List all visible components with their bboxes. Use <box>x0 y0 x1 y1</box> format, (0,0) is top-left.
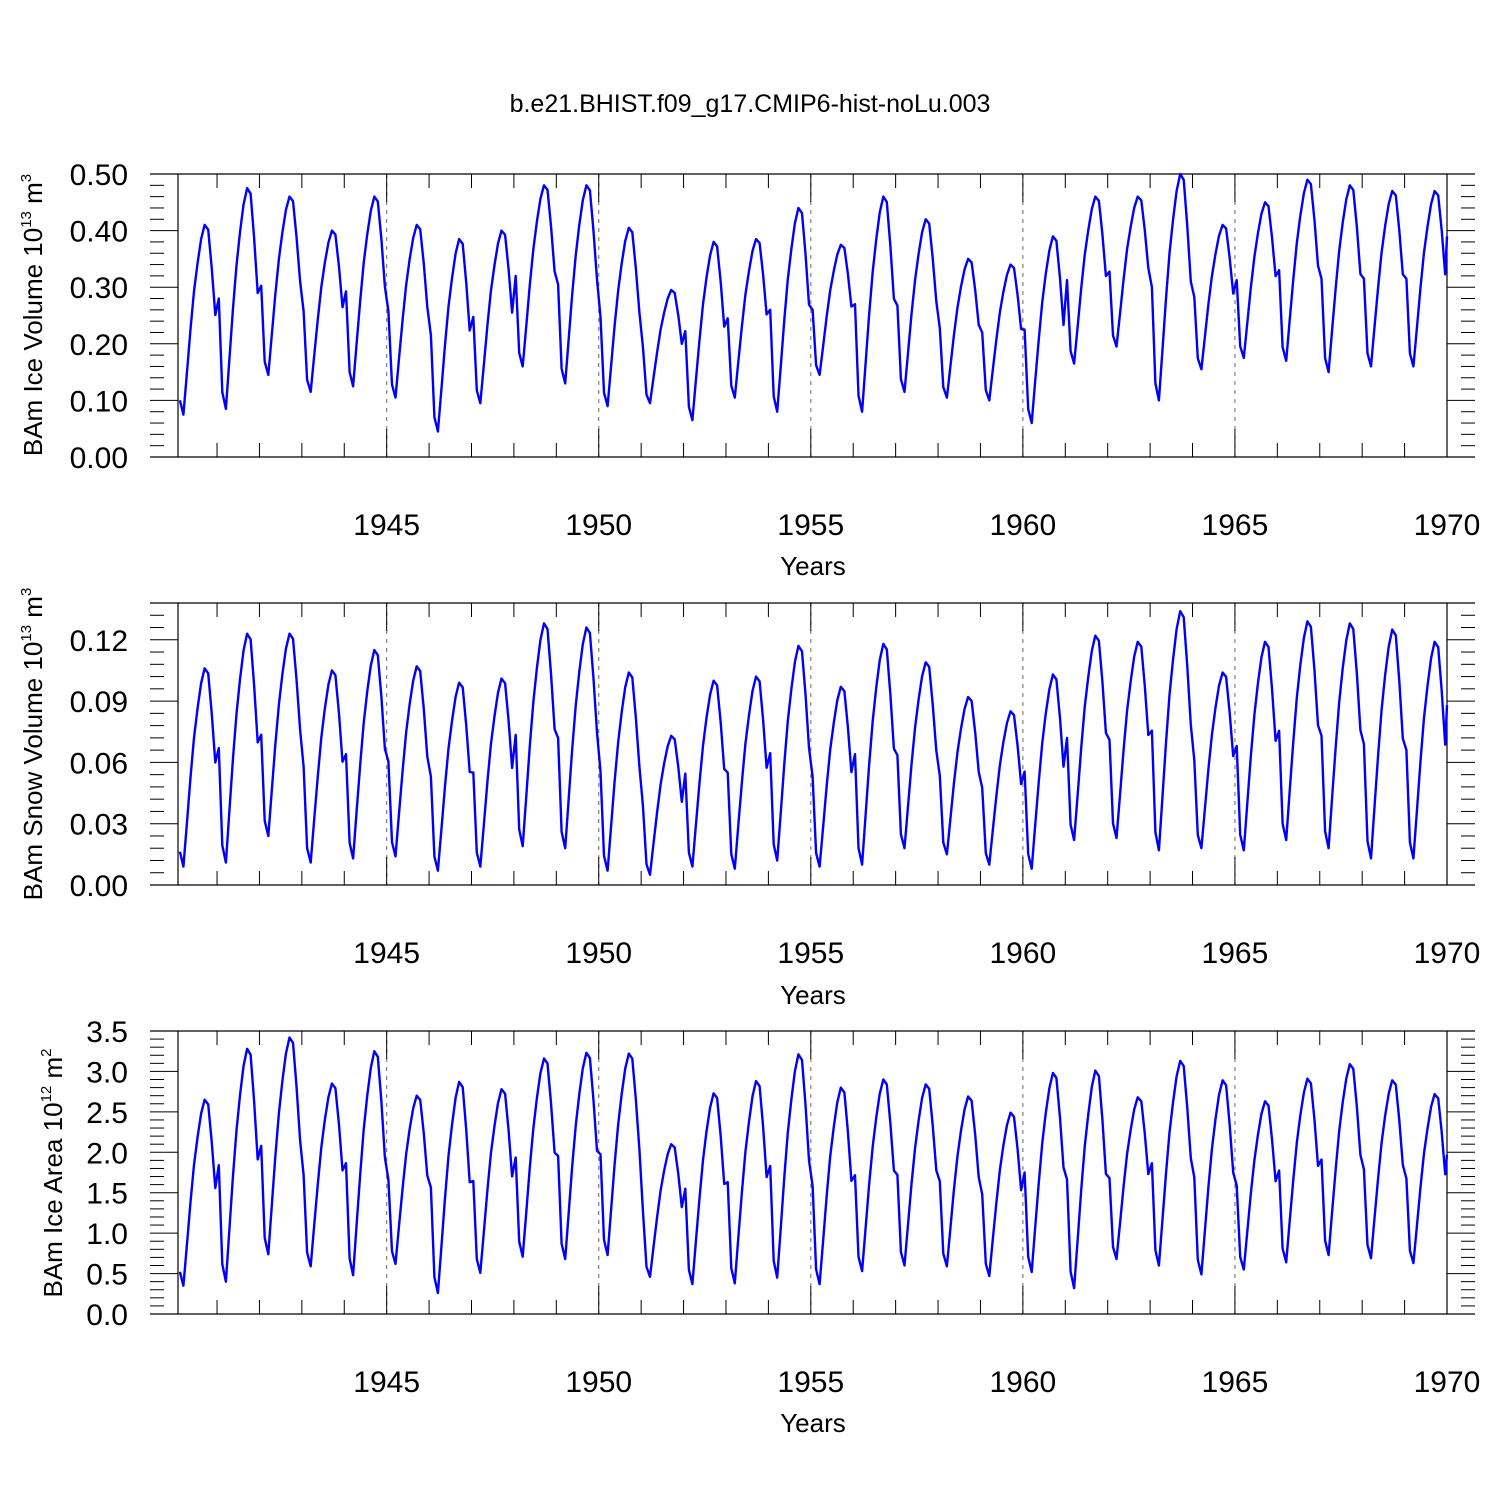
series-line-ice-volume <box>178 172 1449 433</box>
y-tick-label: 0.5 <box>86 1259 128 1292</box>
y-tick-label: 3.5 <box>86 1016 128 1049</box>
x-tick-label: 1945 <box>353 1366 420 1399</box>
y-tick-label: 2.5 <box>86 1097 128 1130</box>
x-tick-label: 1970 <box>1414 509 1481 542</box>
x-axis-label-ice-volume: Years <box>780 551 846 581</box>
y-tick-label: 0.40 <box>70 216 128 249</box>
y-tick-label: 0.00 <box>70 442 128 475</box>
y-axis-label-snow-volume: BAm Snow Volume 1013 m3 <box>18 588 48 901</box>
x-tick-label: 1950 <box>565 1366 632 1399</box>
y-tick-label: 0.20 <box>70 329 128 362</box>
panel-ice-area: 0.0 0.5 1.0 1.5 2.0 2.5 3.0 3.5 1945 1950 1955 1960… <box>38 1016 1480 1438</box>
y-tick-label: 0.10 <box>70 385 128 418</box>
panel-ice-volume: 0.00 0.10 0.20 0.30 0.40 0.50 1945 1950 1955 1960… <box>18 159 1480 581</box>
y-tick-label: 0.09 <box>70 686 128 719</box>
x-tick-label: 1960 <box>989 937 1056 970</box>
y-tick-label: 0.30 <box>70 272 128 305</box>
x-tick-label: 1955 <box>777 1366 844 1399</box>
y-tick-label: 1.5 <box>86 1178 128 1211</box>
series-line-snow-volume <box>178 610 1449 876</box>
y-tick-label: 0.03 <box>70 809 128 842</box>
x-tick-label: 1970 <box>1414 937 1481 970</box>
x-tick-label: 1950 <box>565 937 632 970</box>
y-axis-label-ice-volume: BAm Ice Volume 1013 m3 <box>18 174 48 456</box>
y-tick-label: 0.0 <box>86 1299 128 1332</box>
x-axis-label-ice-area: Years <box>780 1408 846 1438</box>
x-tick-label: 1955 <box>777 937 844 970</box>
x-tick-label: 1965 <box>1202 1366 1269 1399</box>
x-tick-label: 1965 <box>1202 937 1269 970</box>
x-axis-label-snow-volume: Years <box>780 980 846 1010</box>
panel-snow-volume: 0.00 0.03 0.06 0.09 0.12 1945 1950 1955 1960 1965… <box>18 588 1480 1010</box>
y-tick-label: 0.06 <box>70 747 128 780</box>
series-path <box>178 172 1449 433</box>
y-tick-label: 0.12 <box>70 625 128 658</box>
x-tick-label: 1945 <box>353 937 420 970</box>
x-tick-label: 1960 <box>989 1366 1056 1399</box>
x-tick-label: 1950 <box>565 509 632 542</box>
series-path <box>178 1036 1449 1295</box>
y-tick-label: 2.0 <box>86 1137 128 1170</box>
x-tick-label: 1945 <box>353 509 420 542</box>
x-tick-label: 1955 <box>777 509 844 542</box>
y-tick-label: 1.0 <box>86 1218 128 1251</box>
y-axis-label-ice-area: BAm Ice Area 1012 m2 <box>38 1048 68 1297</box>
x-tick-label: 1970 <box>1414 1366 1481 1399</box>
figure-title: b.e21.BHIST.f09_g17.CMIP6-hist-noLu.003 <box>510 90 991 118</box>
y-tick-label: 3.0 <box>86 1056 128 1089</box>
y-tick-label: 0.00 <box>70 870 128 903</box>
x-tick-label: 1965 <box>1202 509 1269 542</box>
x-tick-label: 1960 <box>989 509 1056 542</box>
series-path <box>178 610 1449 876</box>
series-line-ice-area <box>178 1036 1449 1295</box>
y-tick-label: 0.50 <box>70 159 128 192</box>
